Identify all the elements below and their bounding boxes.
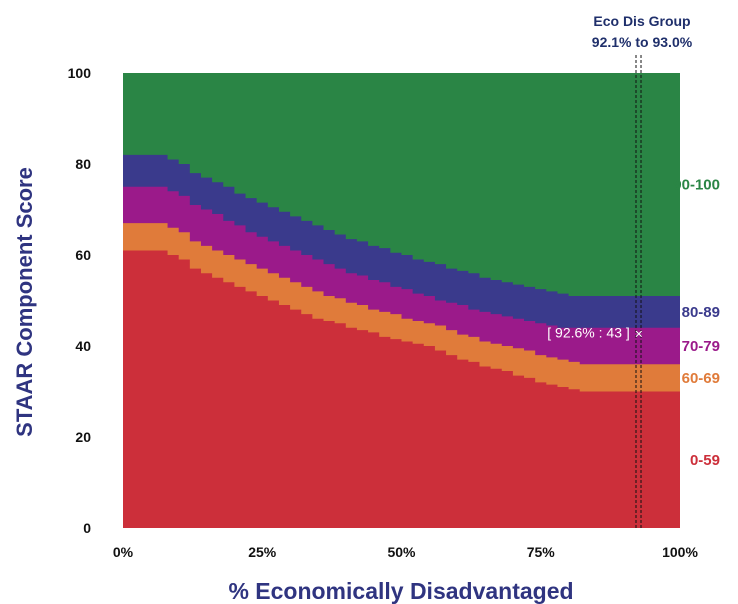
band-label-80-89: 80-89: [682, 304, 720, 321]
group-range-guides: [635, 55, 642, 528]
group-range-title: Eco Dis Group: [593, 13, 690, 29]
point-marker: ×: [635, 325, 643, 341]
y-tick-20: 20: [75, 429, 91, 445]
band-label-60-69: 60-69: [682, 370, 720, 387]
group-range-label: 92.1% to 93.0%: [592, 34, 693, 50]
y-axis-title: STAAR Component Score: [12, 167, 37, 437]
x-tick-100: 100%: [662, 544, 698, 560]
x-tick-25: 25%: [248, 544, 277, 560]
x-axis-ticks: 0% 25% 50% 75% 100%: [113, 544, 699, 560]
y-tick-80: 80: [75, 156, 91, 172]
y-tick-40: 40: [75, 338, 91, 354]
band-labels: 0-59 60-69 70-79 80-89 90-100: [673, 176, 720, 468]
band-0-59: [123, 250, 680, 528]
y-tick-0: 0: [83, 520, 91, 536]
x-tick-0: 0%: [113, 544, 134, 560]
band-label-70-79: 70-79: [682, 338, 720, 355]
y-tick-60: 60: [75, 247, 91, 263]
point-label: [ 92.6% : 43 ]: [547, 324, 630, 340]
x-tick-75: 75%: [527, 544, 556, 560]
y-axis-ticks: 0 20 40 60 80 100: [68, 65, 92, 536]
y-tick-100: 100: [68, 65, 92, 81]
x-axis-title: % Economically Disadvantaged: [228, 578, 573, 604]
band-label-90-100: 90-100: [673, 176, 720, 193]
band-label-0-59: 0-59: [690, 452, 720, 469]
x-tick-50: 50%: [387, 544, 416, 560]
score-bands: [123, 73, 680, 528]
